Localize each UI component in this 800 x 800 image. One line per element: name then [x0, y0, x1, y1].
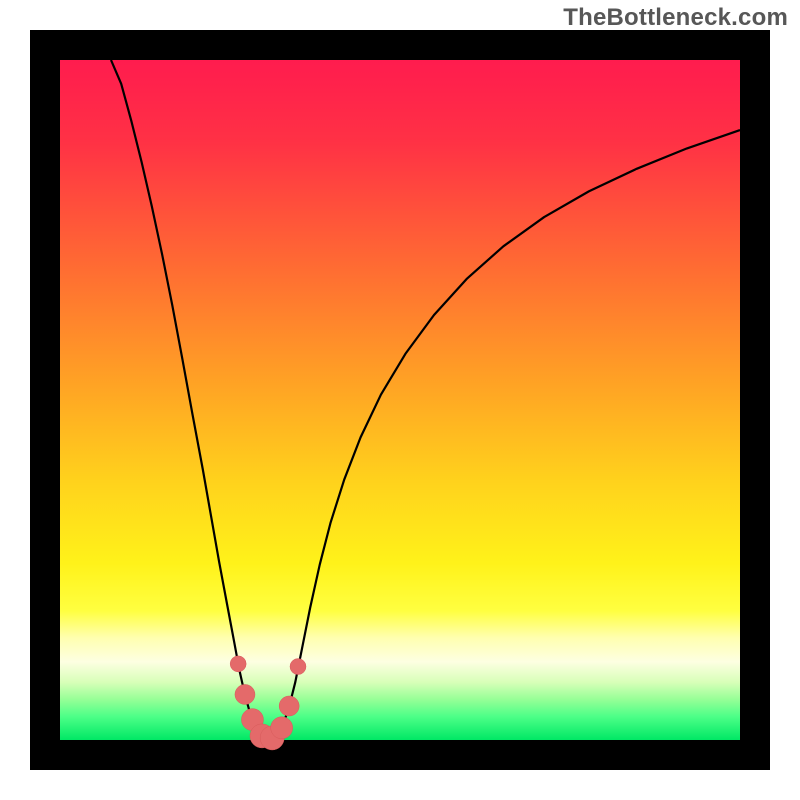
trough-marker [279, 696, 299, 716]
watermark-text: TheBottleneck.com [563, 4, 788, 32]
trough-marker [290, 659, 306, 675]
bottleneck-chart-svg [0, 0, 800, 800]
plot-background-gradient [60, 60, 740, 740]
trough-marker [235, 684, 255, 704]
trough-marker [271, 717, 293, 739]
trough-marker [230, 656, 246, 672]
